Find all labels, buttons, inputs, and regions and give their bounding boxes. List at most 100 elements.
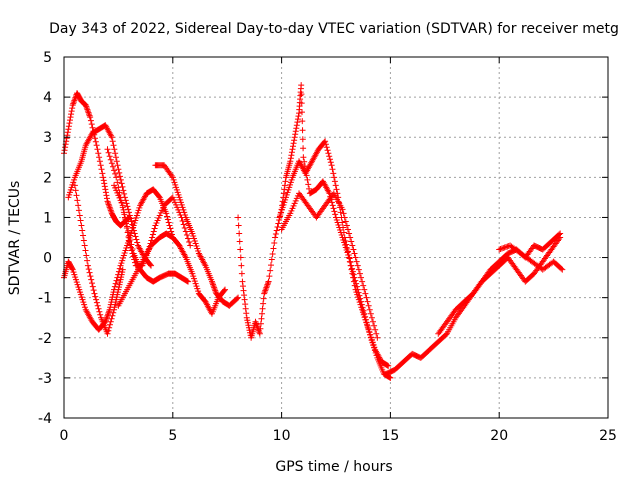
data-point bbox=[70, 179, 77, 186]
data-point bbox=[127, 244, 134, 251]
data-point bbox=[327, 156, 334, 163]
data-point bbox=[267, 267, 274, 274]
data-point bbox=[112, 299, 119, 306]
data-point bbox=[97, 311, 104, 318]
data-point bbox=[166, 222, 173, 229]
data-point bbox=[288, 149, 295, 156]
data-point bbox=[119, 183, 126, 190]
data-point bbox=[283, 191, 290, 198]
data-point bbox=[68, 108, 75, 115]
data-point bbox=[102, 189, 109, 196]
data-point bbox=[173, 184, 180, 191]
data-point bbox=[347, 234, 354, 241]
data-point bbox=[131, 230, 138, 237]
data-point bbox=[75, 207, 82, 214]
data-point bbox=[362, 313, 369, 320]
data-point bbox=[183, 231, 190, 238]
grid-lines bbox=[64, 57, 608, 418]
data-point bbox=[238, 262, 245, 269]
data-point bbox=[64, 129, 71, 136]
data-point bbox=[63, 135, 70, 142]
data-point bbox=[115, 166, 122, 173]
data-point bbox=[133, 212, 140, 219]
data-point bbox=[238, 270, 245, 277]
data-point bbox=[259, 310, 266, 317]
data-point bbox=[242, 301, 249, 308]
data-point bbox=[102, 186, 109, 193]
data-point bbox=[322, 138, 329, 145]
data-point bbox=[239, 283, 246, 290]
data-point bbox=[354, 262, 361, 269]
data-point bbox=[121, 211, 128, 218]
data-point bbox=[337, 209, 344, 216]
data-point bbox=[281, 182, 288, 189]
data-point bbox=[62, 144, 69, 151]
data-point bbox=[322, 141, 329, 148]
data-point bbox=[96, 158, 103, 165]
data-point bbox=[340, 224, 347, 231]
data-point bbox=[169, 194, 176, 201]
data-point bbox=[173, 201, 180, 208]
data-point bbox=[360, 282, 367, 289]
data-point bbox=[292, 197, 299, 204]
data-point bbox=[185, 278, 192, 285]
data-point bbox=[304, 176, 311, 183]
data-point bbox=[191, 235, 198, 242]
x-tick-label: 0 bbox=[60, 428, 69, 444]
data-point bbox=[265, 278, 272, 285]
data-point bbox=[113, 296, 120, 303]
data-point bbox=[257, 325, 264, 332]
data-point bbox=[368, 314, 375, 321]
data-point bbox=[174, 189, 181, 196]
data-point bbox=[73, 192, 80, 199]
data-point bbox=[373, 330, 380, 337]
data-point bbox=[329, 166, 336, 173]
data-point bbox=[69, 265, 76, 272]
data-point bbox=[118, 260, 125, 267]
data-point bbox=[363, 294, 370, 301]
data-point bbox=[350, 271, 357, 278]
data-point bbox=[71, 271, 78, 278]
data-point bbox=[117, 262, 124, 269]
data-point bbox=[299, 127, 306, 134]
data-point bbox=[93, 296, 100, 303]
data-point bbox=[112, 170, 119, 177]
data-point bbox=[259, 305, 266, 312]
data-point bbox=[239, 278, 246, 285]
data-point bbox=[109, 312, 116, 319]
data-point bbox=[365, 302, 372, 309]
data-point bbox=[174, 204, 181, 211]
data-point bbox=[385, 362, 392, 369]
data-point bbox=[91, 290, 98, 297]
data-point bbox=[136, 204, 143, 211]
data-point bbox=[68, 184, 75, 191]
data-point bbox=[289, 205, 296, 212]
data-point bbox=[66, 191, 73, 198]
data-point bbox=[271, 240, 278, 247]
data-point bbox=[270, 245, 277, 252]
data-point bbox=[128, 218, 135, 225]
data-point bbox=[300, 154, 307, 161]
data-point bbox=[167, 225, 174, 232]
data-point bbox=[356, 292, 363, 299]
data-point bbox=[111, 167, 118, 174]
data-point bbox=[333, 216, 340, 223]
data-point bbox=[110, 142, 117, 149]
data-point bbox=[100, 177, 107, 184]
data-point bbox=[287, 158, 294, 165]
data-point bbox=[194, 285, 201, 292]
data-point bbox=[356, 270, 363, 277]
data-point bbox=[111, 182, 118, 189]
data-point bbox=[110, 309, 117, 316]
data-point bbox=[359, 278, 366, 285]
data-point bbox=[72, 274, 79, 281]
data-point bbox=[118, 180, 125, 187]
data-point bbox=[115, 184, 122, 191]
data-point bbox=[180, 221, 187, 228]
data-point bbox=[368, 337, 375, 344]
data-point bbox=[285, 186, 292, 193]
data-point bbox=[65, 123, 72, 130]
data-point bbox=[278, 209, 285, 216]
data-point bbox=[114, 189, 121, 196]
data-point bbox=[346, 255, 353, 262]
